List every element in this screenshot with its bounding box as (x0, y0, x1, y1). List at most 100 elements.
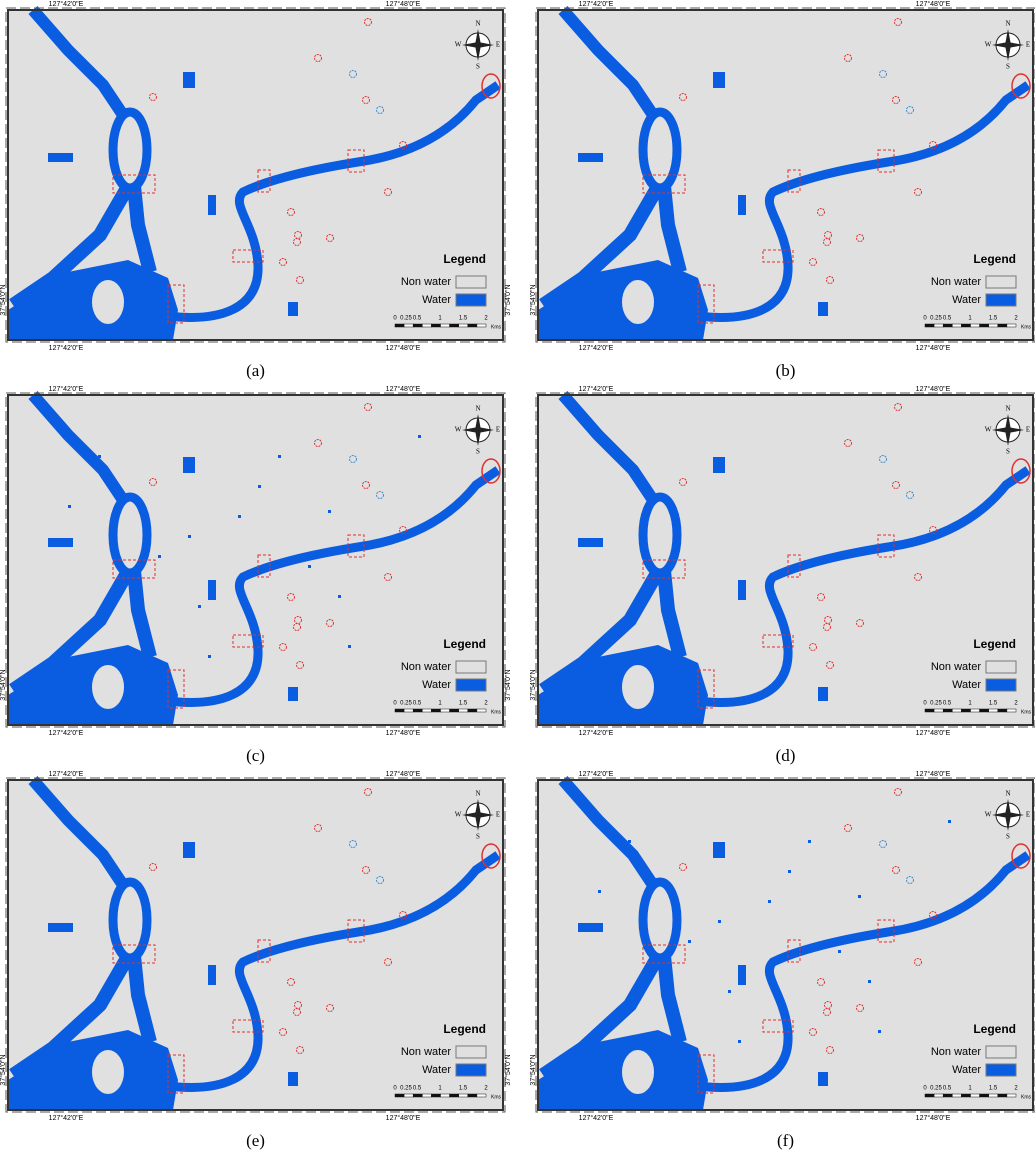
longitude-label: 127°48'0"E (386, 0, 421, 8)
scale-bar (925, 324, 934, 327)
latitude-label: 37°54'0"N (504, 669, 512, 700)
compass-label: S (476, 448, 480, 456)
scale-label: 0.25 (400, 316, 412, 322)
scale-label: 0.5 (413, 1086, 422, 1092)
scale-bar (961, 1094, 970, 1097)
water-patch (713, 457, 725, 473)
scale-bar (989, 1094, 998, 1097)
legend-label: Non water (401, 1046, 451, 1058)
legend-title: Legend (443, 637, 486, 651)
water-speck (838, 950, 841, 953)
scale-bar (459, 1094, 468, 1097)
water-patch (578, 923, 603, 932)
scale-bar (961, 324, 970, 327)
water-patch (288, 1072, 298, 1086)
scale-bar (450, 324, 459, 327)
legend-title: Legend (973, 252, 1016, 266)
compass-label: S (1006, 448, 1010, 456)
compass-label: E (1026, 426, 1030, 434)
latitude-label: 37°54'0"N (529, 1054, 537, 1085)
water-patch (208, 580, 216, 600)
water-patch (818, 687, 828, 701)
water-speck (198, 605, 201, 608)
scale-bar (961, 709, 970, 712)
scale-bar (980, 1094, 989, 1097)
latitude-label: 37°54'0"N (0, 284, 7, 315)
scale-bar (441, 324, 450, 327)
scale-bar (422, 709, 431, 712)
water-patch (713, 842, 725, 858)
scale-label: 0.5 (413, 316, 422, 322)
water-patch (183, 72, 195, 88)
compass-label: E (1026, 41, 1030, 49)
water-patch (208, 965, 216, 985)
water-speck (878, 1030, 881, 1033)
panel-caption: (c) (246, 746, 265, 765)
longitude-label: 127°48'0"E (916, 0, 951, 8)
panel-caption: (b) (776, 361, 796, 380)
map-panel: NSEWLegendNon waterWater00.250.511.52Kms… (529, 0, 1035, 380)
longitude-label: 127°48'0"E (916, 344, 951, 352)
island (92, 1050, 124, 1094)
scale-label: 1.5 (989, 701, 998, 707)
scale-bar (943, 324, 952, 327)
scale-bar (413, 709, 422, 712)
legend-title: Legend (443, 252, 486, 266)
water-speck (948, 820, 951, 823)
scale-label: 0.5 (413, 701, 422, 707)
scale-bar (404, 324, 413, 327)
water-patch (48, 153, 73, 162)
water-patch (208, 195, 216, 215)
water-patch (183, 457, 195, 473)
water-patch (738, 195, 746, 215)
water-speck (338, 595, 341, 598)
water-speck (258, 485, 261, 488)
water-speck (738, 1040, 741, 1043)
scale-bar (1007, 324, 1016, 327)
compass-label: N (1005, 405, 1010, 413)
map-panel: NSEWLegendNon waterWater00.250.511.52Kms… (0, 770, 512, 1150)
legend-label: Non water (931, 276, 981, 288)
scale-label: 0.5 (943, 316, 952, 322)
latitude-label: 37°54'0"N (504, 284, 512, 315)
scale-unit: Kms (1021, 1094, 1032, 1100)
longitude-label: 127°42'0"E (49, 770, 84, 778)
water-speck (308, 565, 311, 568)
scale-bar (998, 324, 1007, 327)
scale-bar (413, 1094, 422, 1097)
legend-swatch (986, 276, 1016, 288)
compass-label: S (1006, 833, 1010, 841)
scale-bar (989, 709, 998, 712)
longitude-label: 127°48'0"E (916, 1114, 951, 1122)
legend-swatch (986, 1064, 1016, 1076)
water-patch (288, 302, 298, 316)
water-speck (98, 455, 101, 458)
water-speck (238, 515, 241, 518)
compass-label: N (1005, 790, 1010, 798)
water-patch (818, 1072, 828, 1086)
compass-label: W (985, 811, 992, 819)
scale-bar (441, 709, 450, 712)
scale-bar (934, 1094, 943, 1097)
scale-unit: Kms (1021, 709, 1032, 715)
scale-bar (934, 709, 943, 712)
water-speck (788, 870, 791, 873)
scale-bar (468, 709, 477, 712)
scale-bar (404, 709, 413, 712)
water-speck (718, 920, 721, 923)
water-speck (278, 455, 281, 458)
legend-label: Non water (931, 661, 981, 673)
longitude-label: 127°42'0"E (579, 729, 614, 737)
scale-bar (971, 1094, 980, 1097)
legend-label: Water (422, 1064, 451, 1076)
scale-unit: Kms (491, 324, 502, 330)
longitude-label: 127°42'0"E (579, 385, 614, 393)
scale-bar (998, 1094, 1007, 1097)
scale-label: 0.5 (943, 1086, 952, 1092)
water-speck (158, 555, 161, 558)
latitude-label: 37°54'0"N (504, 1054, 512, 1085)
water-speck (348, 645, 351, 648)
longitude-label: 127°42'0"E (49, 1114, 84, 1122)
water-speck (768, 900, 771, 903)
scale-bar (952, 1094, 961, 1097)
